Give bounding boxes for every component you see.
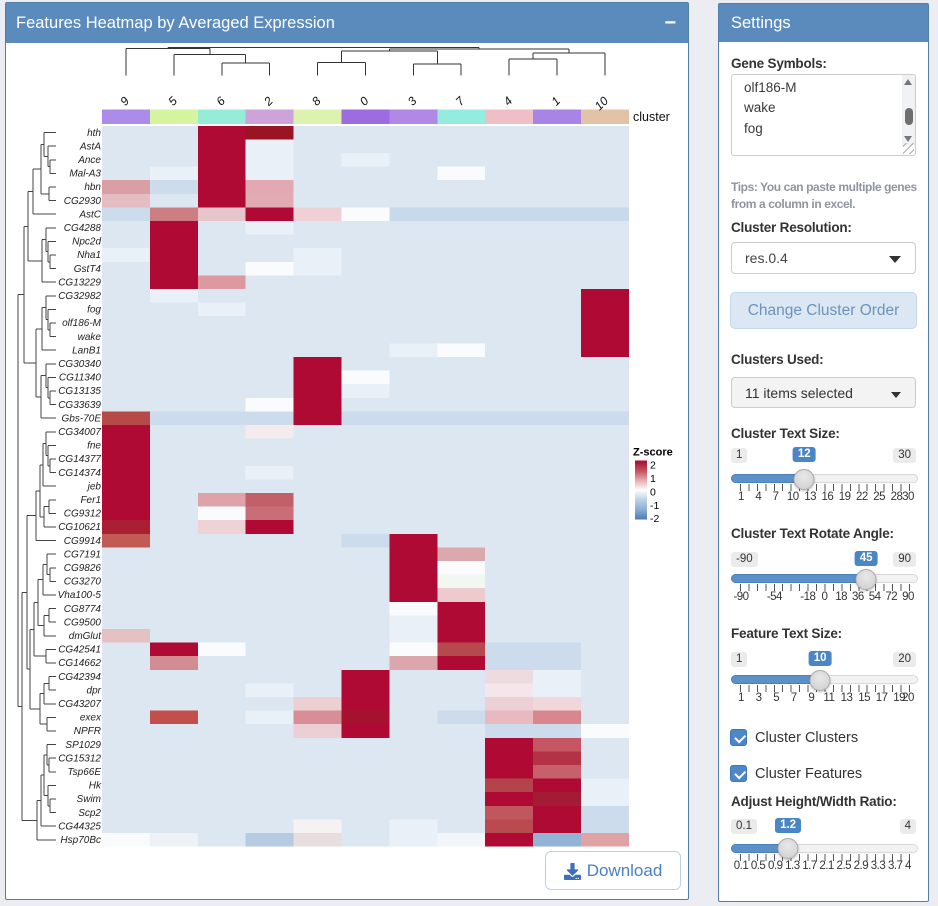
svg-text:8: 8 [309, 94, 324, 109]
svg-text:CG10621: CG10621 [58, 522, 101, 533]
svg-text:Gbs-70E: Gbs-70E [62, 413, 102, 424]
svg-text:Vha100-5: Vha100-5 [58, 590, 102, 601]
svg-text:Nha1: Nha1 [77, 250, 101, 261]
svg-text:CG32982: CG32982 [58, 291, 101, 302]
svg-text:CG9500: CG9500 [64, 617, 102, 628]
svg-text:1: 1 [548, 94, 563, 109]
svg-text:CG7191: CG7191 [64, 549, 101, 560]
svg-text:Tsp66E: Tsp66E [67, 767, 101, 778]
svg-text:dpr: dpr [87, 685, 102, 696]
svg-text:1: 1 [650, 473, 656, 485]
svg-text:cluster: cluster [633, 110, 670, 124]
svg-text:CG13229: CG13229 [58, 277, 101, 288]
svg-text:CG9312: CG9312 [64, 509, 102, 520]
svg-text:3: 3 [405, 94, 420, 109]
svg-text:Hk: Hk [89, 781, 102, 792]
svg-text:Swim: Swim [77, 794, 101, 805]
svg-text:CG15312: CG15312 [58, 753, 101, 764]
svg-text:CG4288: CG4288 [64, 223, 102, 234]
svg-text:Scp2: Scp2 [78, 808, 101, 819]
svg-text:Fer1: Fer1 [80, 495, 101, 506]
svg-text:2: 2 [260, 94, 276, 110]
svg-text:-2: -2 [650, 513, 659, 525]
svg-text:exex: exex [80, 713, 102, 724]
svg-text:AstC: AstC [78, 209, 101, 220]
svg-text:GstT4: GstT4 [74, 264, 102, 275]
svg-text:-1: -1 [650, 500, 659, 512]
svg-text:jeb: jeb [86, 481, 102, 492]
svg-text:2: 2 [650, 460, 656, 472]
svg-text:CG43207: CG43207 [58, 699, 101, 710]
svg-text:Ance: Ance [77, 155, 101, 166]
svg-text:5: 5 [165, 94, 180, 109]
svg-text:hbn: hbn [84, 182, 101, 193]
svg-text:CG11340: CG11340 [59, 373, 102, 384]
svg-text:CG14374: CG14374 [58, 468, 101, 479]
svg-text:CG34007: CG34007 [58, 427, 101, 438]
svg-text:4: 4 [501, 94, 516, 109]
svg-text:Mal-A3: Mal-A3 [69, 169, 101, 180]
svg-text:0: 0 [357, 94, 372, 109]
svg-text:CG9826: CG9826 [64, 563, 102, 574]
svg-text:SP1029: SP1029 [65, 740, 101, 751]
svg-text:NPFR: NPFR [74, 726, 101, 737]
svg-text:9: 9 [117, 94, 132, 109]
svg-text:CG14662: CG14662 [58, 658, 101, 669]
svg-text:CG14377: CG14377 [58, 454, 101, 465]
svg-text:olf186-M: olf186-M [62, 318, 102, 329]
svg-text:Hsp70Bc: Hsp70Bc [60, 835, 101, 846]
svg-text:fog: fog [87, 305, 101, 316]
svg-text:CG2930: CG2930 [64, 196, 102, 207]
svg-text:CG30340: CG30340 [58, 359, 101, 370]
svg-text:6: 6 [213, 94, 228, 109]
svg-text:Npc2d: Npc2d [72, 237, 101, 248]
svg-text:CG9914: CG9914 [64, 536, 102, 547]
svg-text:dmGlut: dmGlut [69, 631, 102, 642]
svg-text:7: 7 [453, 93, 469, 109]
svg-text:CG8774: CG8774 [64, 604, 102, 615]
svg-text:CG33639: CG33639 [58, 400, 101, 411]
svg-text:CG42541: CG42541 [58, 645, 101, 656]
svg-text:wake: wake [78, 332, 102, 343]
svg-text:AstA: AstA [79, 141, 101, 152]
svg-text:CG44325: CG44325 [58, 821, 101, 832]
svg-text:0: 0 [650, 486, 656, 498]
svg-text:fne: fne [87, 441, 101, 452]
svg-text:hth: hth [87, 128, 101, 139]
svg-text:LanB1: LanB1 [72, 345, 101, 356]
svg-text:Z-score: Z-score [633, 447, 673, 459]
svg-text:CG13135: CG13135 [58, 386, 101, 397]
svg-text:CG3270: CG3270 [64, 577, 102, 588]
svg-text:CG42394: CG42394 [58, 672, 101, 683]
